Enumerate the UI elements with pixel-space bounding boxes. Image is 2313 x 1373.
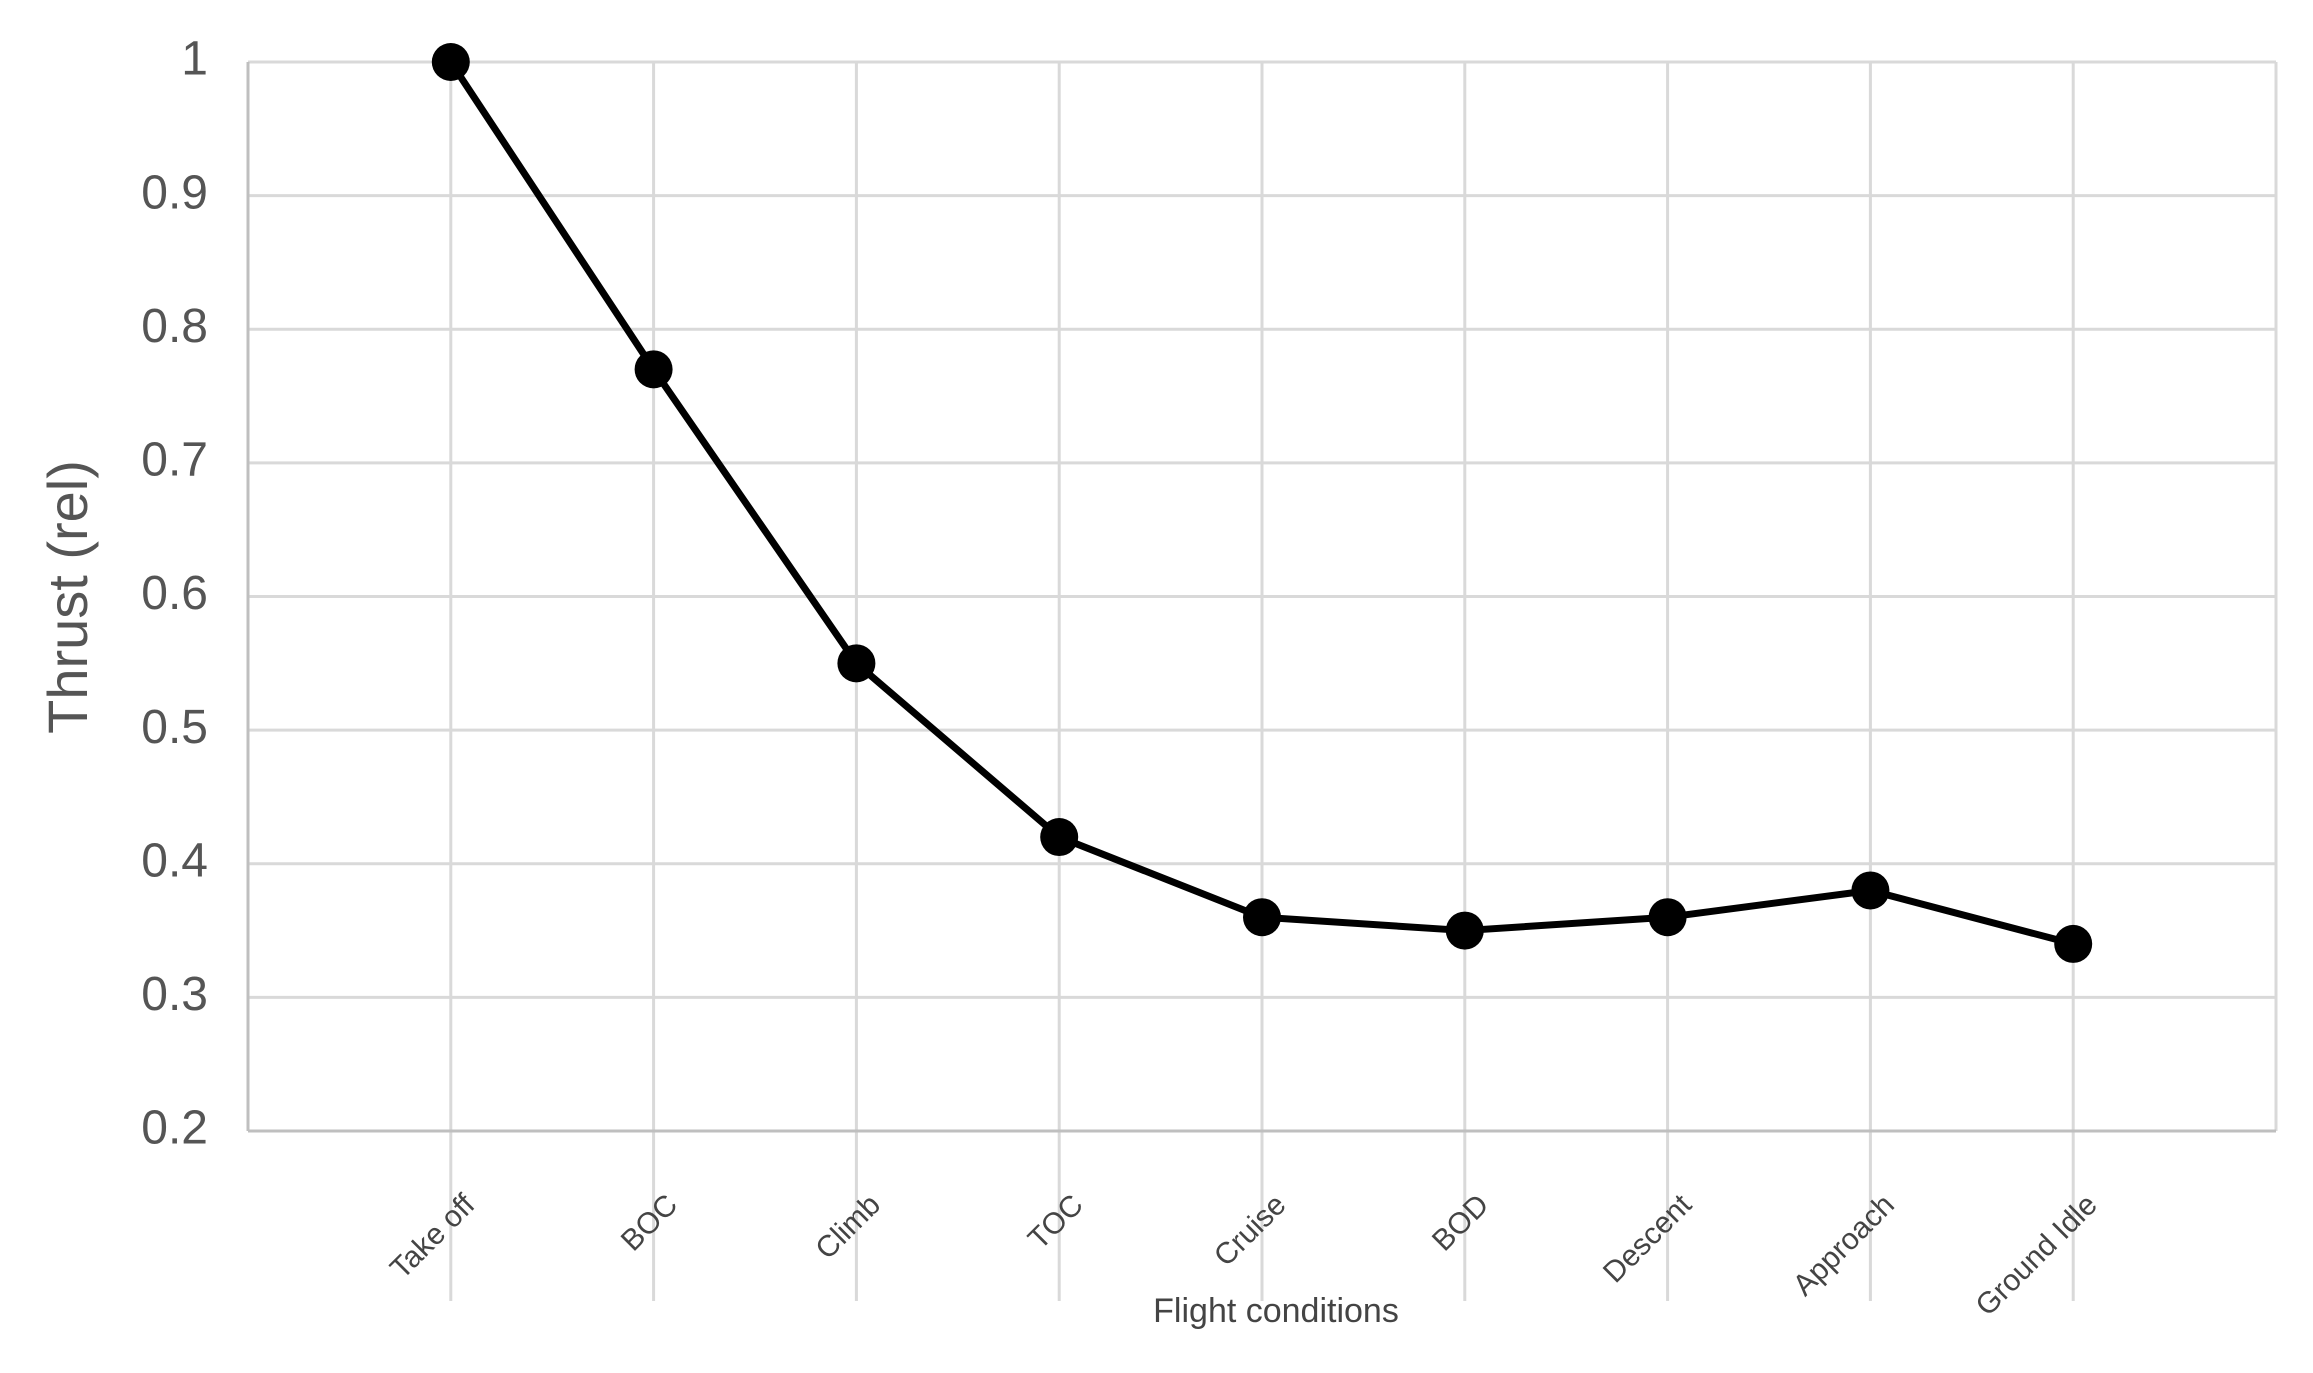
y-tick-label: 0.6 bbox=[141, 567, 208, 620]
x-tick-label: BOC bbox=[615, 1188, 684, 1257]
y-tick-label: 0.3 bbox=[141, 968, 208, 1021]
y-tick-label: 0.8 bbox=[141, 300, 208, 353]
x-tick-label: Approach bbox=[1787, 1188, 1901, 1302]
y-tick-label: 0.5 bbox=[141, 701, 208, 754]
x-tick-label: BOD bbox=[1426, 1188, 1495, 1257]
marker bbox=[1445, 911, 1484, 950]
marker bbox=[1851, 871, 1890, 910]
x-tick-label: Cruise bbox=[1208, 1188, 1293, 1273]
x-tick-label: TOC bbox=[1022, 1188, 1090, 1256]
x-tick-label: Climb bbox=[809, 1188, 887, 1266]
y-tick-label: 0.7 bbox=[141, 434, 208, 487]
y-axis-title: Thrust (rel) bbox=[36, 460, 99, 734]
y-tick-label: 0.9 bbox=[141, 166, 208, 219]
marker bbox=[2054, 924, 2093, 963]
marker bbox=[1243, 898, 1281, 937]
marker bbox=[1040, 818, 1079, 857]
x-tick-label: Ground Idle bbox=[1970, 1188, 2104, 1322]
x-tick-label: Descent bbox=[1597, 1188, 1699, 1290]
x-axis-title: Flight conditions bbox=[1153, 1292, 1399, 1330]
marker bbox=[431, 43, 470, 81]
x-tick-label: Take off bbox=[384, 1188, 482, 1286]
marker bbox=[634, 350, 673, 389]
marker bbox=[837, 644, 876, 683]
y-tick-label: 1 bbox=[181, 33, 208, 86]
y-tick-label: 0.4 bbox=[141, 834, 208, 887]
y-tick-label: 0.2 bbox=[141, 1102, 208, 1155]
marker bbox=[1648, 898, 1687, 937]
